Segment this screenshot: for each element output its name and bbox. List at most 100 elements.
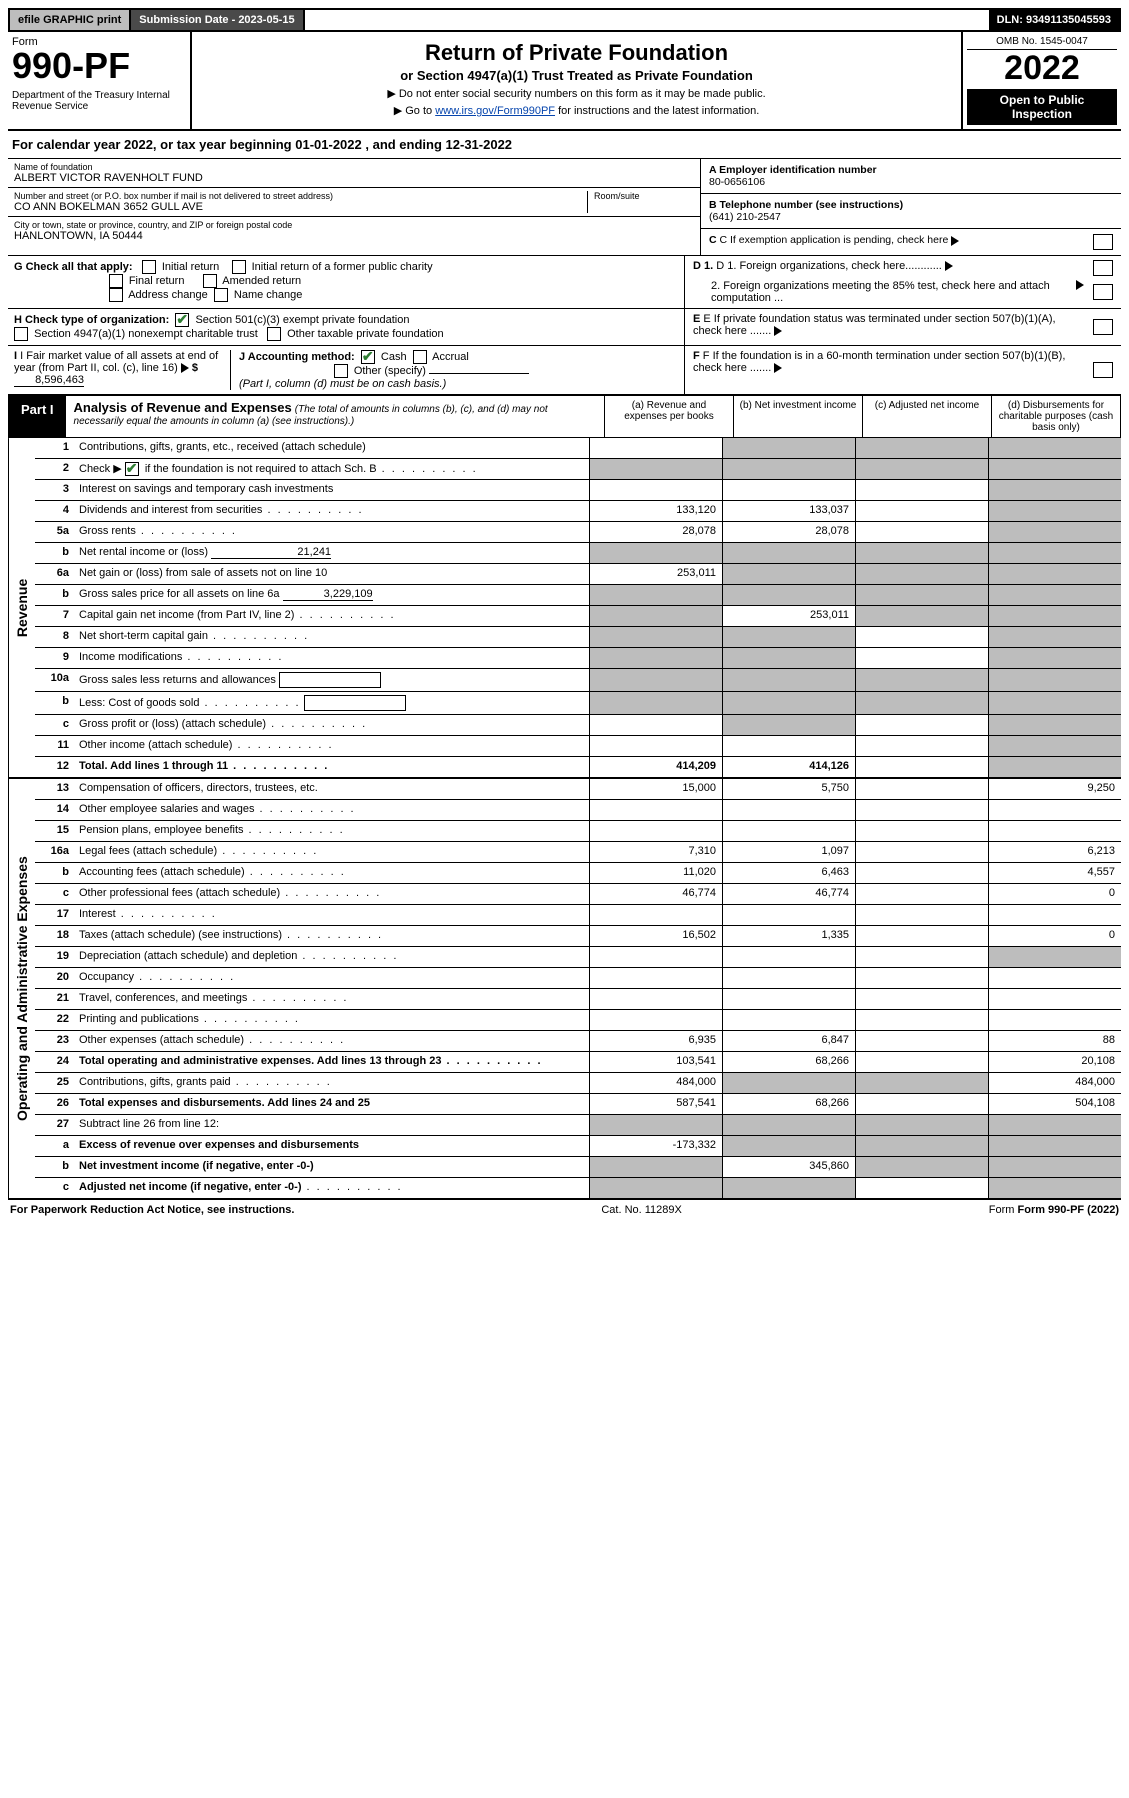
amount: 11,020 bbox=[589, 863, 722, 883]
row-desc: Income modifications bbox=[75, 648, 589, 668]
line-num: 27 bbox=[35, 1115, 75, 1135]
inline-value: 21,241 bbox=[211, 546, 331, 559]
note2-suffix: for instructions and the latest informat… bbox=[555, 105, 759, 117]
inline-value: 3,229,109 bbox=[283, 588, 373, 601]
f-checkbox[interactable] bbox=[1093, 362, 1113, 378]
row-desc: Adjusted net income (if negative, enter … bbox=[75, 1178, 589, 1198]
g-label: G Check all that apply: bbox=[14, 261, 133, 273]
amount: 133,037 bbox=[722, 501, 855, 521]
h-opt3: Other taxable private foundation bbox=[287, 328, 444, 340]
form-number: 990-PF bbox=[12, 48, 182, 84]
d1-checkbox[interactable] bbox=[1093, 260, 1113, 276]
amount: 16,502 bbox=[589, 926, 722, 946]
other-taxable-checkbox[interactable] bbox=[267, 327, 281, 341]
city-cell: City or town, state or province, country… bbox=[8, 217, 700, 245]
f-text: F If the foundation is in a 60-month ter… bbox=[693, 350, 1065, 374]
amount: 28,078 bbox=[589, 522, 722, 542]
phone-label: B Telephone number (see instructions) bbox=[709, 199, 1113, 211]
row-desc: Contributions, gifts, grants, etc., rece… bbox=[75, 438, 589, 458]
row-desc: Less: Cost of goods sold bbox=[75, 692, 589, 714]
amount: 15,000 bbox=[589, 779, 722, 799]
form990pf-link[interactable]: www.irs.gov/Form990PF bbox=[435, 105, 555, 117]
submission-date: Submission Date - 2023-05-15 bbox=[131, 10, 304, 30]
row-desc: Legal fees (attach schedule) bbox=[75, 842, 589, 862]
initial-return-checkbox[interactable] bbox=[142, 260, 156, 274]
city-label: City or town, state or province, country… bbox=[14, 220, 694, 230]
row-desc: Net short-term capital gain bbox=[75, 627, 589, 647]
row-desc: Net gain or (loss) from sale of assets n… bbox=[75, 564, 589, 584]
row-desc: Accounting fees (attach schedule) bbox=[75, 863, 589, 883]
line-num: c bbox=[35, 884, 75, 904]
open-to-public: Open to Public Inspection bbox=[967, 89, 1117, 125]
g-initial-former: Initial return of a former public charit… bbox=[252, 261, 433, 273]
calyear-end: 12-31-2022 bbox=[446, 137, 513, 152]
other-method-checkbox[interactable] bbox=[334, 364, 348, 378]
line-num: 24 bbox=[35, 1052, 75, 1072]
part1-label: Part I bbox=[9, 396, 66, 437]
row-desc: Other professional fees (attach schedule… bbox=[75, 884, 589, 904]
arrow-icon bbox=[181, 363, 189, 373]
j-accrual: Accrual bbox=[432, 351, 469, 363]
amount: 1,335 bbox=[722, 926, 855, 946]
row-desc: Excess of revenue over expenses and disb… bbox=[75, 1136, 589, 1156]
addr-label: Number and street (or P.O. box number if… bbox=[14, 191, 587, 201]
name-change-checkbox[interactable] bbox=[214, 288, 228, 302]
line-num: c bbox=[35, 1178, 75, 1198]
row-desc: Pension plans, employee benefits bbox=[75, 821, 589, 841]
row-desc: Gross rents bbox=[75, 522, 589, 542]
amount: 504,108 bbox=[988, 1094, 1121, 1114]
g-initial: Initial return bbox=[162, 261, 219, 273]
g-amended: Amended return bbox=[222, 275, 301, 287]
line-num: 18 bbox=[35, 926, 75, 946]
e-checkbox[interactable] bbox=[1093, 319, 1113, 335]
col-b-header: (b) Net investment income bbox=[734, 396, 863, 437]
initial-former-checkbox[interactable] bbox=[232, 260, 246, 274]
form-title: Return of Private Foundation bbox=[202, 40, 951, 66]
line-num: a bbox=[35, 1136, 75, 1156]
line-num: b bbox=[35, 692, 75, 714]
amount: 6,935 bbox=[589, 1031, 722, 1051]
address-change-checkbox[interactable] bbox=[109, 288, 123, 302]
row-desc: Dividends and interest from securities bbox=[75, 501, 589, 521]
line-num: 1 bbox=[35, 438, 75, 458]
line-num: 7 bbox=[35, 606, 75, 626]
form-header: Form 990-PF Department of the Treasury I… bbox=[8, 32, 1121, 131]
4947a1-checkbox[interactable] bbox=[14, 327, 28, 341]
line-num: b bbox=[35, 585, 75, 605]
amount: -173,332 bbox=[589, 1136, 722, 1156]
final-return-checkbox[interactable] bbox=[109, 274, 123, 288]
row-desc: Occupancy bbox=[75, 968, 589, 988]
accrual-checkbox[interactable] bbox=[413, 350, 427, 364]
amount: 414,126 bbox=[722, 757, 855, 777]
row-desc: Contributions, gifts, grants paid bbox=[75, 1073, 589, 1093]
form-subtitle: or Section 4947(a)(1) Trust Treated as P… bbox=[202, 68, 951, 83]
efile-print-button[interactable]: efile GRAPHIC print bbox=[10, 10, 131, 30]
d2-text: 2. Foreign organizations meeting the 85%… bbox=[693, 280, 1076, 304]
exemption-checkbox[interactable] bbox=[1093, 234, 1113, 250]
amount: 414,209 bbox=[589, 757, 722, 777]
line-num: b bbox=[35, 863, 75, 883]
amount: 1,097 bbox=[722, 842, 855, 862]
line-num: 19 bbox=[35, 947, 75, 967]
501c3-checkbox[interactable] bbox=[175, 313, 189, 327]
row-desc: Compensation of officers, directors, tru… bbox=[75, 779, 589, 799]
row-desc: Gross profit or (loss) (attach schedule) bbox=[75, 715, 589, 735]
amended-checkbox[interactable] bbox=[203, 274, 217, 288]
row-desc: Gross sales less returns and allowances bbox=[75, 669, 589, 691]
phone-value: (641) 210-2547 bbox=[709, 211, 1113, 223]
h-opt2: Section 4947(a)(1) nonexempt charitable … bbox=[34, 328, 258, 340]
part1-title: Analysis of Revenue and Expenses bbox=[74, 400, 292, 415]
g-d-row: G Check all that apply: Initial return I… bbox=[8, 256, 1121, 309]
arrow-icon bbox=[774, 326, 782, 336]
line-num: 5a bbox=[35, 522, 75, 542]
cash-checkbox[interactable] bbox=[361, 350, 375, 364]
line-num: 23 bbox=[35, 1031, 75, 1051]
d2-checkbox[interactable] bbox=[1093, 284, 1113, 300]
phone-cell: B Telephone number (see instructions) (6… bbox=[701, 194, 1121, 229]
row-desc: Total. Add lines 1 through 11 bbox=[75, 757, 589, 777]
info-left: Name of foundation ALBERT VICTOR RAVENHO… bbox=[8, 159, 700, 255]
header-middle: Return of Private Foundation or Section … bbox=[192, 32, 963, 129]
row-desc: Interest bbox=[75, 905, 589, 925]
schb-checkbox[interactable] bbox=[125, 462, 139, 476]
line-num: 22 bbox=[35, 1010, 75, 1030]
